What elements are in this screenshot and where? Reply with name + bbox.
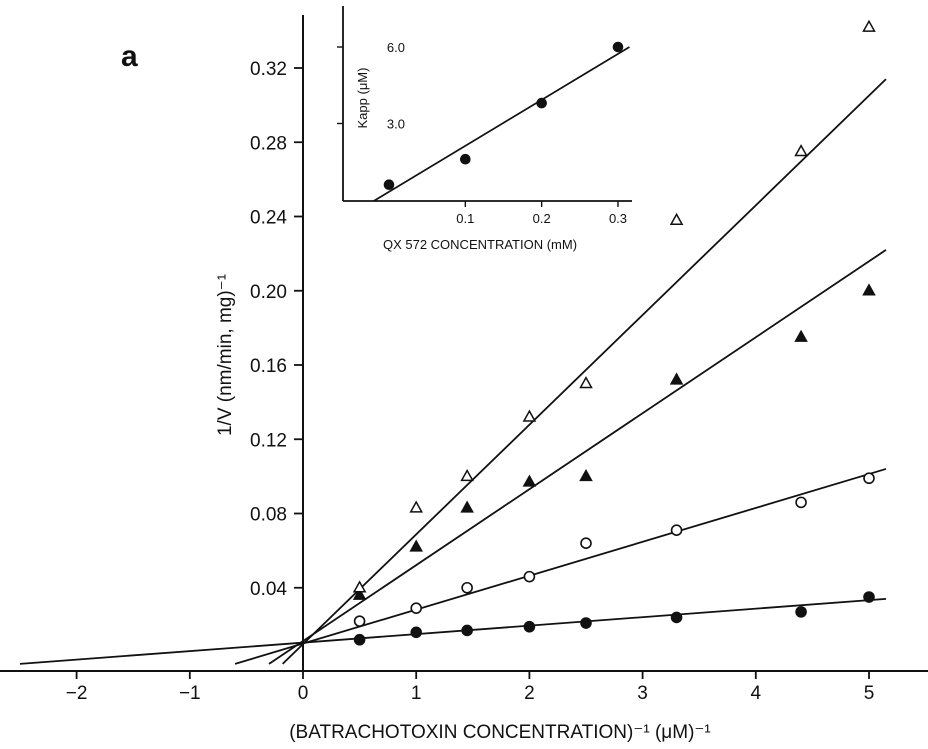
inset-axes	[342, 6, 632, 202]
data-point-28	[579, 376, 593, 389]
data-point-25	[409, 500, 423, 513]
y-tick-label: 0.32	[250, 59, 287, 80]
inset-background	[343, 2, 643, 232]
main-data-points	[352, 19, 876, 646]
main-plot: −2 −1 0 1 2 3 4 5 0.04 0.08 0.12 0.16 0.20 0.24 0.28 0.…	[0, 15, 928, 743]
x-tick-label: 1	[411, 683, 422, 704]
data-point-29	[669, 212, 684, 225]
inset-y-tick-label: 3.0	[387, 117, 405, 132]
data-point-9	[410, 602, 423, 614]
x-tick-label: 4	[751, 683, 762, 704]
data-point-1	[410, 626, 423, 639]
inset-fit-line	[373, 46, 630, 202]
main-fit-lines	[19, 78, 887, 665]
data-point-inset-0	[383, 179, 395, 190]
data-point-31	[862, 19, 876, 32]
data-point-19	[522, 474, 537, 487]
x-tick-label: −1	[179, 683, 201, 704]
data-point-27	[522, 409, 537, 422]
x-tick-label: −2	[66, 683, 88, 704]
fit-line-series-2	[234, 468, 887, 665]
inset-ticks: 0.1 0.2 0.3 3.0 6.0	[337, 40, 627, 226]
data-point-30	[794, 144, 808, 157]
inset-y-tick-label: 6.0	[387, 40, 405, 55]
y-axis-title: 1/V (nm/min, mg)⁻¹	[215, 274, 236, 436]
x-axis-title: (BATRACHOTOXIN CONCENTRATION)⁻¹ (μM)⁻¹	[289, 722, 711, 743]
x-tick-label: 0	[298, 683, 309, 704]
data-point-20	[579, 468, 593, 482]
data-point-23	[862, 283, 876, 296]
y-tick-label: 0.12	[250, 430, 287, 451]
fit-line-series-4	[281, 78, 887, 665]
y-tick-label: 0.24	[250, 208, 287, 229]
inset-y-axis-title: Kapp (μM)	[355, 68, 370, 129]
data-point-11	[523, 570, 536, 583]
x-tick-label: 5	[864, 683, 875, 704]
inset-x-tick-label: 0.3	[609, 211, 627, 226]
y-tick-label: 0.04	[250, 579, 287, 600]
main-axes	[0, 15, 928, 672]
data-point-6	[795, 606, 807, 618]
data-point-3	[523, 620, 536, 633]
data-point-14	[795, 496, 807, 509]
data-point-26	[460, 468, 474, 482]
data-point-22	[794, 329, 808, 342]
x-tick-label: 3	[637, 683, 648, 704]
data-point-4	[580, 617, 592, 629]
main-ticks: −2 −1 0 1 2 3 4 5 0.04 0.08 0.12 0.16 0.20 0.24 0.28 0.…	[66, 59, 875, 704]
data-point-10	[461, 581, 473, 594]
y-tick-label: 0.20	[250, 282, 287, 303]
data-point-8	[353, 615, 366, 627]
y-tick-label: 0.16	[250, 356, 287, 377]
data-point-24	[352, 580, 367, 593]
inset-x-tick-label: 0.1	[456, 211, 474, 226]
inset-fit-line-1	[373, 46, 630, 202]
x-tick-label: 2	[524, 683, 535, 704]
data-point-inset-3	[612, 41, 624, 53]
data-point-inset-2	[536, 97, 547, 109]
inset-plot: 0.1 0.2 0.3 3.0 6.0 QX 572 CONCENTRATION (mM…	[337, 2, 643, 252]
inset-x-axis-title: QX 572 CONCENTRATION (mM)	[383, 237, 577, 252]
y-tick-label: 0.08	[250, 505, 287, 526]
data-point-15	[863, 472, 875, 485]
data-point-7	[863, 591, 875, 603]
data-point-5	[670, 611, 683, 624]
inset-x-tick-label: 0.2	[533, 211, 551, 226]
inset-data-points	[383, 41, 624, 190]
data-point-2	[461, 624, 473, 637]
panel-label: a	[121, 40, 138, 73]
data-point-13	[670, 524, 683, 537]
data-point-12	[580, 537, 592, 550]
data-point-18	[460, 500, 474, 513]
y-tick-label: 0.28	[250, 133, 287, 154]
data-point-16	[352, 587, 367, 600]
data-point-0	[353, 633, 366, 646]
data-point-inset-1	[460, 153, 471, 165]
data-point-17	[409, 539, 423, 552]
fit-line-series-1	[19, 597, 887, 665]
fit-line-series-3	[268, 249, 887, 665]
data-point-21	[669, 372, 684, 385]
